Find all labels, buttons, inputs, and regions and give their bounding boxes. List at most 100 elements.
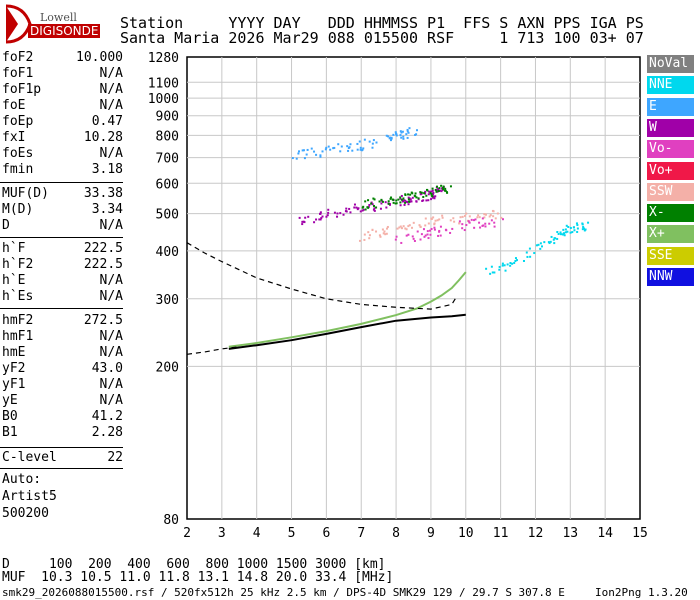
echo-point bbox=[371, 203, 374, 206]
echo-point bbox=[375, 141, 378, 144]
separator bbox=[0, 182, 123, 183]
echo-point bbox=[445, 229, 448, 232]
y-tick-label: 1000 bbox=[148, 92, 179, 107]
echo-point bbox=[406, 130, 409, 133]
x-tick-label: 6 bbox=[322, 526, 330, 541]
echo-point bbox=[490, 265, 493, 268]
echo-point bbox=[391, 198, 394, 201]
echo-point bbox=[467, 220, 470, 223]
echo-point bbox=[366, 206, 369, 209]
x-tick-label: 11 bbox=[493, 526, 509, 541]
echo-point bbox=[443, 189, 446, 192]
echo-point bbox=[385, 134, 388, 137]
echo-point bbox=[453, 220, 456, 223]
echo-point bbox=[484, 222, 487, 225]
echo-point bbox=[430, 190, 433, 193]
echo-point bbox=[441, 216, 444, 219]
legend-item: NoVal bbox=[647, 55, 694, 73]
echo-point bbox=[373, 207, 376, 210]
echo-point bbox=[431, 187, 434, 190]
echo-point bbox=[407, 198, 410, 201]
echo-point bbox=[368, 140, 371, 143]
echo-point bbox=[387, 135, 390, 138]
echo-point bbox=[395, 235, 398, 238]
auto-program: Artist5 bbox=[2, 489, 57, 504]
param-value: N/A bbox=[99, 393, 123, 408]
echo-point bbox=[356, 148, 359, 151]
echo-point bbox=[426, 230, 429, 233]
echo-point bbox=[348, 146, 351, 149]
echo-point bbox=[576, 224, 579, 227]
echo-point bbox=[461, 215, 464, 218]
echo-point bbox=[425, 199, 428, 202]
param-label: B0 bbox=[2, 409, 18, 424]
echo-point bbox=[400, 241, 403, 244]
echo-point bbox=[576, 230, 579, 233]
echo-point bbox=[557, 232, 560, 235]
echo-point bbox=[424, 234, 427, 237]
param-value: 33.38 bbox=[83, 186, 123, 201]
param-value: N/A bbox=[99, 289, 123, 304]
echo-point bbox=[565, 224, 568, 227]
echo-point bbox=[345, 207, 348, 210]
echo-point bbox=[436, 219, 439, 222]
echo-point bbox=[581, 222, 584, 225]
echo-point bbox=[438, 189, 441, 192]
param-label: B1 bbox=[2, 425, 18, 440]
y-tick-label: 800 bbox=[156, 129, 179, 144]
param-label: yF2 bbox=[2, 361, 26, 376]
param-value: 222.5 bbox=[83, 241, 123, 256]
echo-point bbox=[490, 219, 493, 222]
echo-point bbox=[427, 199, 430, 202]
echo-point bbox=[383, 230, 386, 233]
echo-point bbox=[470, 218, 473, 221]
echo-point bbox=[498, 265, 501, 268]
echo-point bbox=[434, 188, 437, 191]
param-value: N/A bbox=[99, 82, 123, 97]
echo-point bbox=[348, 207, 351, 210]
echo-point bbox=[439, 225, 442, 228]
echo-point bbox=[559, 231, 562, 234]
echo-point bbox=[425, 194, 428, 197]
echo-point bbox=[482, 224, 485, 227]
echo-point bbox=[433, 226, 436, 229]
echo-point bbox=[363, 138, 366, 141]
echo-point bbox=[416, 230, 419, 233]
echo-point bbox=[306, 148, 309, 151]
echo-point bbox=[291, 157, 294, 160]
echo-point bbox=[567, 225, 570, 228]
echo-point bbox=[430, 228, 433, 231]
echo-point bbox=[336, 215, 339, 218]
param-value: N/A bbox=[99, 273, 123, 288]
echo-point bbox=[465, 224, 468, 227]
echo-point bbox=[386, 227, 389, 230]
echo-point bbox=[435, 185, 438, 188]
header-line-1: Station YYYY DAY DDD HHMMSS P1 FFS S AXN… bbox=[120, 14, 644, 32]
legend-item: SSW bbox=[647, 182, 694, 201]
echo-point bbox=[571, 231, 574, 234]
echo-point bbox=[404, 201, 407, 204]
echo-point bbox=[319, 212, 322, 215]
echo-point bbox=[387, 202, 390, 205]
param-value: N/A bbox=[99, 377, 123, 392]
echo-point bbox=[363, 238, 366, 241]
echo-point bbox=[548, 242, 551, 245]
echo-point bbox=[522, 259, 525, 262]
echo-point bbox=[419, 238, 422, 241]
echo-point bbox=[424, 224, 427, 227]
y-tick-label: 400 bbox=[156, 245, 179, 260]
echo-point bbox=[332, 147, 335, 150]
echo-point bbox=[355, 206, 358, 209]
param-value: 272.5 bbox=[83, 313, 123, 328]
echo-point bbox=[554, 237, 557, 240]
param-value: N/A bbox=[99, 98, 123, 113]
echo-point bbox=[550, 235, 553, 238]
echo-point bbox=[556, 237, 559, 240]
echo-point bbox=[379, 235, 382, 238]
x-tick-label: 2 bbox=[183, 526, 191, 541]
logo-lowell: Lowell bbox=[40, 11, 77, 24]
legend-item: E bbox=[647, 97, 694, 116]
echo-point bbox=[419, 191, 422, 194]
echo-point bbox=[319, 155, 322, 158]
echo-point bbox=[423, 192, 426, 195]
